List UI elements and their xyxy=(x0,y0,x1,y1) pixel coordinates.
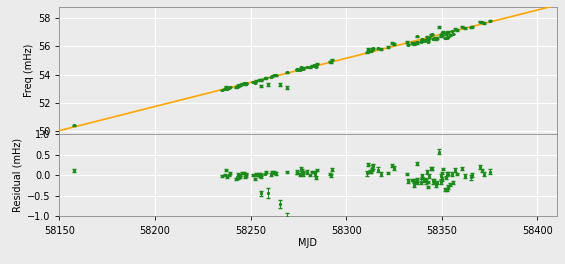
Y-axis label: Residual (mHz): Residual (mHz) xyxy=(12,138,23,213)
X-axis label: MJD: MJD xyxy=(298,238,318,248)
Y-axis label: Freq (mHz): Freq (mHz) xyxy=(24,44,34,97)
